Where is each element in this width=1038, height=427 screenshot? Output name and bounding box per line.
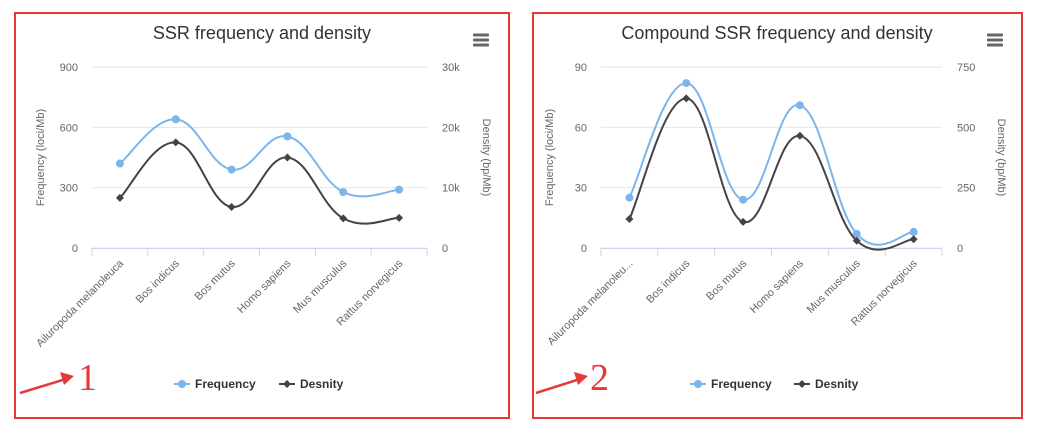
legend-marker	[798, 380, 806, 388]
y-left-tick-label: 30	[575, 183, 587, 195]
chart-svg-2: Compound SSR frequency and density 0 30 60 9…	[532, 12, 1023, 419]
y-left-tick-label: 60	[575, 122, 587, 134]
legend-item-desnity: Desnity	[279, 377, 344, 391]
y-right-axis-title: Density (bp/Mb)	[995, 119, 1007, 197]
menu-icon-bar	[987, 43, 1003, 47]
data-point-frequency	[795, 101, 804, 110]
annotation-arrowhead	[60, 372, 74, 385]
legend-item-desnity: Desnity	[794, 377, 859, 391]
legend-marker	[694, 380, 702, 388]
data-point-frequency	[852, 229, 861, 238]
data-point-frequency	[227, 165, 236, 174]
y-right-tick-label: 0	[442, 243, 448, 255]
y-left-tick-label: 300	[60, 183, 78, 195]
data-point-desnity	[227, 202, 236, 211]
menu-icon-bar	[473, 33, 489, 37]
data-point-desnity	[395, 213, 404, 222]
annotation-arrowhead	[574, 372, 588, 385]
data-point-frequency	[339, 188, 348, 197]
menu-icon-bar	[473, 43, 489, 47]
data-point-desnity	[852, 236, 861, 245]
y-right-tick-label: 500	[957, 122, 975, 134]
y-right-tick-label: 0	[957, 243, 963, 255]
legend-label: Desnity	[815, 377, 859, 391]
y-left-tick-label: 600	[60, 122, 78, 134]
data-point-desnity	[171, 138, 180, 147]
data-point-frequency	[283, 132, 292, 141]
legend-item-frequency: Frequency	[690, 377, 772, 391]
data-point-desnity	[909, 235, 918, 244]
legend-label: Frequency	[711, 377, 772, 391]
legend-marker	[178, 380, 186, 388]
y-right-tick-label: 20k	[442, 122, 460, 134]
data-point-desnity	[795, 131, 804, 140]
annotation-arrow-icon	[535, 377, 581, 395]
y-left-tick-label: 900	[60, 62, 78, 74]
chart-svg-1: SSR frequency and density 0 300 600 900 0 10k 2…	[14, 12, 510, 419]
panel-frame	[14, 12, 510, 419]
y-left-tick-label: 0	[72, 243, 78, 255]
legend-marker	[283, 380, 291, 388]
hamburger-menu-icon	[473, 33, 489, 47]
y-left-axis-title: Frequency (loci/Mb)	[35, 109, 47, 206]
data-point-frequency	[625, 193, 634, 202]
data-point-desnity	[739, 217, 748, 226]
annotation-number: 1	[78, 357, 97, 399]
annotation-arrow-icon	[19, 377, 67, 395]
data-point-desnity	[115, 193, 124, 202]
legend-label: Desnity	[300, 377, 344, 391]
y-right-axis-title: Density (bp/Mb)	[480, 119, 492, 197]
chart-title: SSR frequency and density	[153, 23, 371, 43]
menu-icon-bar	[987, 33, 1003, 37]
y-left-tick-label: 90	[575, 62, 587, 74]
data-point-desnity	[283, 153, 292, 162]
annotation-number: 2	[590, 357, 609, 399]
y-right-tick-label: 30k	[442, 62, 460, 74]
menu-icon-bar	[473, 38, 489, 42]
data-point-frequency	[115, 159, 124, 168]
chart-panel-2: Compound SSR frequency and density 0 30 60 9…	[532, 12, 1023, 419]
data-point-frequency	[682, 79, 691, 88]
y-left-axis-title: Frequency (loci/Mb)	[544, 109, 556, 206]
hamburger-menu-icon	[987, 33, 1003, 47]
data-point-desnity	[339, 214, 348, 223]
y-right-tick-label: 750	[957, 62, 975, 74]
data-point-frequency	[909, 227, 918, 236]
y-left-tick-label: 0	[581, 243, 587, 255]
menu-icon-bar	[987, 38, 1003, 42]
panel-frame	[532, 12, 1023, 419]
chart-panel-1: SSR frequency and density 0 300 600 900 0 10k 2…	[14, 12, 510, 419]
data-point-desnity	[682, 94, 691, 103]
legend-item-frequency: Frequency	[174, 377, 256, 391]
chart-title: Compound SSR frequency and density	[621, 23, 932, 43]
y-right-tick-label: 250	[957, 183, 975, 195]
y-right-tick-label: 10k	[442, 183, 460, 195]
data-point-frequency	[739, 195, 748, 204]
legend-label: Frequency	[195, 377, 256, 391]
data-point-frequency	[171, 115, 180, 124]
data-point-frequency	[395, 185, 404, 194]
data-point-desnity	[625, 215, 634, 224]
